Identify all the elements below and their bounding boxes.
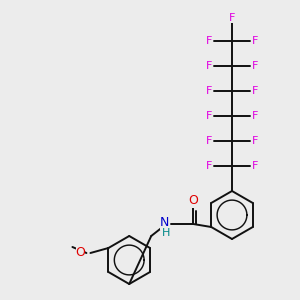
- Text: F: F: [252, 161, 258, 171]
- Text: O: O: [76, 247, 85, 260]
- Text: N: N: [160, 217, 169, 230]
- Text: F: F: [252, 111, 258, 121]
- Text: F: F: [206, 111, 212, 121]
- Text: F: F: [229, 13, 235, 23]
- Text: F: F: [206, 61, 212, 71]
- Text: H: H: [162, 228, 170, 238]
- Text: O: O: [188, 194, 198, 208]
- Text: F: F: [252, 61, 258, 71]
- Text: F: F: [206, 136, 212, 146]
- Text: F: F: [206, 161, 212, 171]
- Text: F: F: [252, 36, 258, 46]
- Text: F: F: [252, 86, 258, 96]
- Text: F: F: [206, 86, 212, 96]
- Text: F: F: [252, 136, 258, 146]
- Text: F: F: [206, 36, 212, 46]
